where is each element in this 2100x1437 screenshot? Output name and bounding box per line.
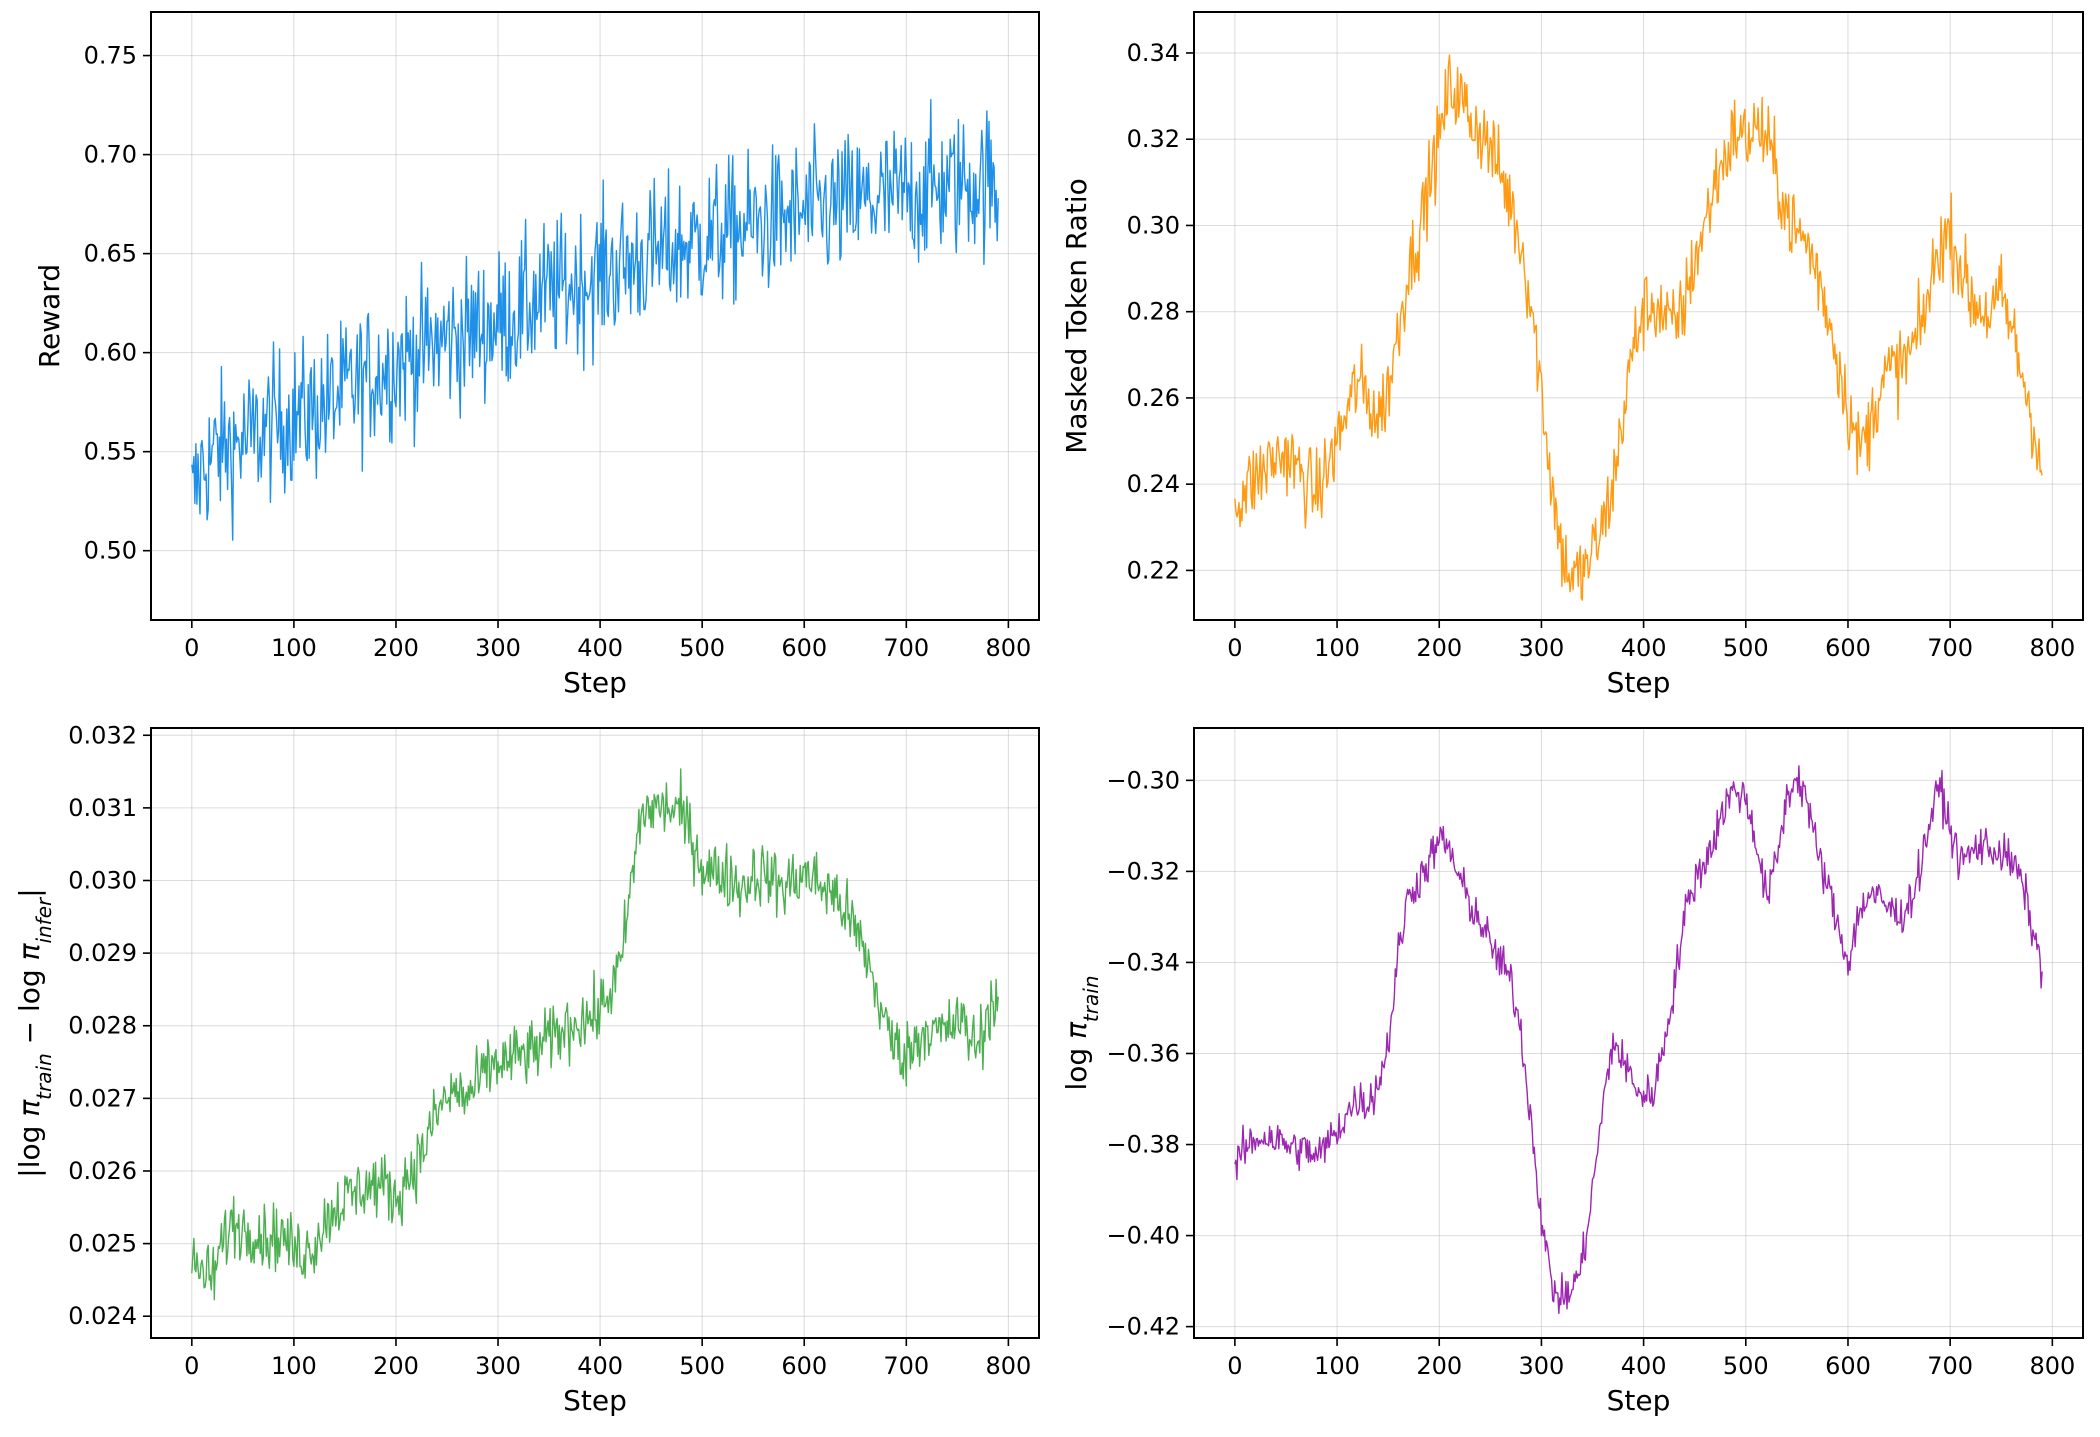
x-tick-label: 100 <box>271 634 317 662</box>
x-tick-label: 500 <box>679 634 725 662</box>
y-tick-label: −0.36 <box>1106 1039 1180 1067</box>
y-tick-label: 0.031 <box>68 794 137 822</box>
y-tick-label: 0.22 <box>1127 556 1180 584</box>
y-tick-label: −0.30 <box>1106 766 1180 794</box>
y-axis-label: Masked Token Ratio <box>1060 178 1093 453</box>
x-axis-label: Step <box>563 666 627 699</box>
x-tick-label: 800 <box>2029 634 2075 662</box>
y-tick-label: 0.70 <box>84 141 137 169</box>
x-tick-label: 200 <box>1416 634 1462 662</box>
x-tick-label: 200 <box>1416 1352 1462 1380</box>
y-tick-label: 0.28 <box>1127 298 1180 326</box>
x-tick-label: 600 <box>781 634 827 662</box>
y-tick-label: −0.42 <box>1106 1313 1180 1341</box>
subplot-reward: 0 100 200 300 400 500 600 700 800 0.50 0.55 0.60 0.6… <box>33 11 1040 699</box>
x-tick-label: 300 <box>1519 634 1565 662</box>
series-line <box>1234 765 2043 1315</box>
x-tick-label: 200 <box>373 1352 419 1380</box>
subplot-log-pi-train: 0 100 200 300 400 500 600 700 800 −0.42 −0.40 −0.38… <box>1060 727 2084 1417</box>
y-tick-label: 0.028 <box>68 1012 137 1040</box>
x-axis-label: Step <box>1607 666 1671 699</box>
y-tick-label: −0.34 <box>1106 948 1180 976</box>
series-line <box>1234 54 2043 601</box>
x-tick-label: 0 <box>184 634 199 662</box>
x-tick-label: 0 <box>1227 634 1242 662</box>
x-tick-label: 600 <box>1825 1352 1871 1380</box>
x-tick-label: 400 <box>577 1352 623 1380</box>
x-tick-label: 700 <box>1927 634 1973 662</box>
x-tick-label: 800 <box>985 1352 1031 1380</box>
y-tick-label: 0.025 <box>68 1230 137 1258</box>
y-tick-label: 0.30 <box>1127 211 1180 239</box>
axes-frame <box>1193 11 2084 621</box>
series-line <box>191 768 999 1301</box>
x-tick-label: 700 <box>883 634 929 662</box>
series-line <box>191 98 999 541</box>
y-tick-label: 0.024 <box>68 1302 137 1330</box>
y-tick-label: 0.65 <box>84 240 137 268</box>
x-tick-label: 400 <box>1621 634 1667 662</box>
x-tick-label: 700 <box>1927 1352 1973 1380</box>
x-tick-label: 600 <box>781 1352 827 1380</box>
x-axis-label: Step <box>563 1384 627 1417</box>
x-tick-label: 0 <box>184 1352 199 1380</box>
axes-frame <box>150 727 1040 1339</box>
y-tick-label: 0.032 <box>68 721 137 749</box>
y-tick-label: 0.34 <box>1127 39 1180 67</box>
y-tick-label: 0.55 <box>84 438 137 466</box>
x-tick-label: 800 <box>985 634 1031 662</box>
x-tick-label: 500 <box>679 1352 725 1380</box>
y-tick-label: 0.75 <box>84 42 137 70</box>
x-tick-label: 300 <box>475 1352 521 1380</box>
y-axis-label: Reward <box>33 264 66 368</box>
x-tick-label: 500 <box>1723 1352 1769 1380</box>
subplot-masked-token-ratio: 0 100 200 300 400 500 600 700 800 0.22 0.24 0.26 0.2… <box>1060 11 2084 699</box>
x-tick-label: 100 <box>1314 634 1360 662</box>
y-tick-label: −0.32 <box>1106 857 1180 885</box>
x-tick-label: 700 <box>883 1352 929 1380</box>
x-tick-label: 500 <box>1723 634 1769 662</box>
y-tick-label: −0.38 <box>1106 1131 1180 1159</box>
y-tick-label: 0.32 <box>1127 125 1180 153</box>
y-tick-label: 0.50 <box>84 537 137 565</box>
subplot-logprob-diff: 0 100 200 300 400 500 600 700 800 0.024 0.025 0.026… <box>13 721 1040 1417</box>
x-tick-label: 400 <box>577 634 623 662</box>
y-tick-label: 0.60 <box>84 339 137 367</box>
x-tick-label: 100 <box>1314 1352 1360 1380</box>
y-tick-label: 0.026 <box>68 1157 137 1185</box>
axes-frame <box>150 11 1040 621</box>
x-tick-label: 300 <box>475 634 521 662</box>
y-tick-label: 0.027 <box>68 1084 137 1112</box>
x-tick-label: 800 <box>2029 1352 2075 1380</box>
x-tick-label: 300 <box>1519 1352 1565 1380</box>
y-tick-label: 0.030 <box>68 867 137 895</box>
y-tick-label: 0.24 <box>1127 470 1180 498</box>
y-axis-label: log πtrain​ <box>1060 975 1103 1090</box>
x-tick-label: 400 <box>1621 1352 1667 1380</box>
y-tick-label: −0.40 <box>1106 1222 1180 1250</box>
y-axis-label: |log πtrain​ − log πinfer​| <box>13 888 56 1177</box>
x-tick-label: 0 <box>1227 1352 1242 1380</box>
x-tick-label: 100 <box>271 1352 317 1380</box>
y-tick-label: 0.029 <box>68 939 137 967</box>
x-tick-label: 600 <box>1825 634 1871 662</box>
x-axis-label: Step <box>1607 1384 1671 1417</box>
y-tick-label: 0.26 <box>1127 384 1180 412</box>
axes-frame <box>1193 727 2084 1339</box>
x-tick-label: 200 <box>373 634 419 662</box>
